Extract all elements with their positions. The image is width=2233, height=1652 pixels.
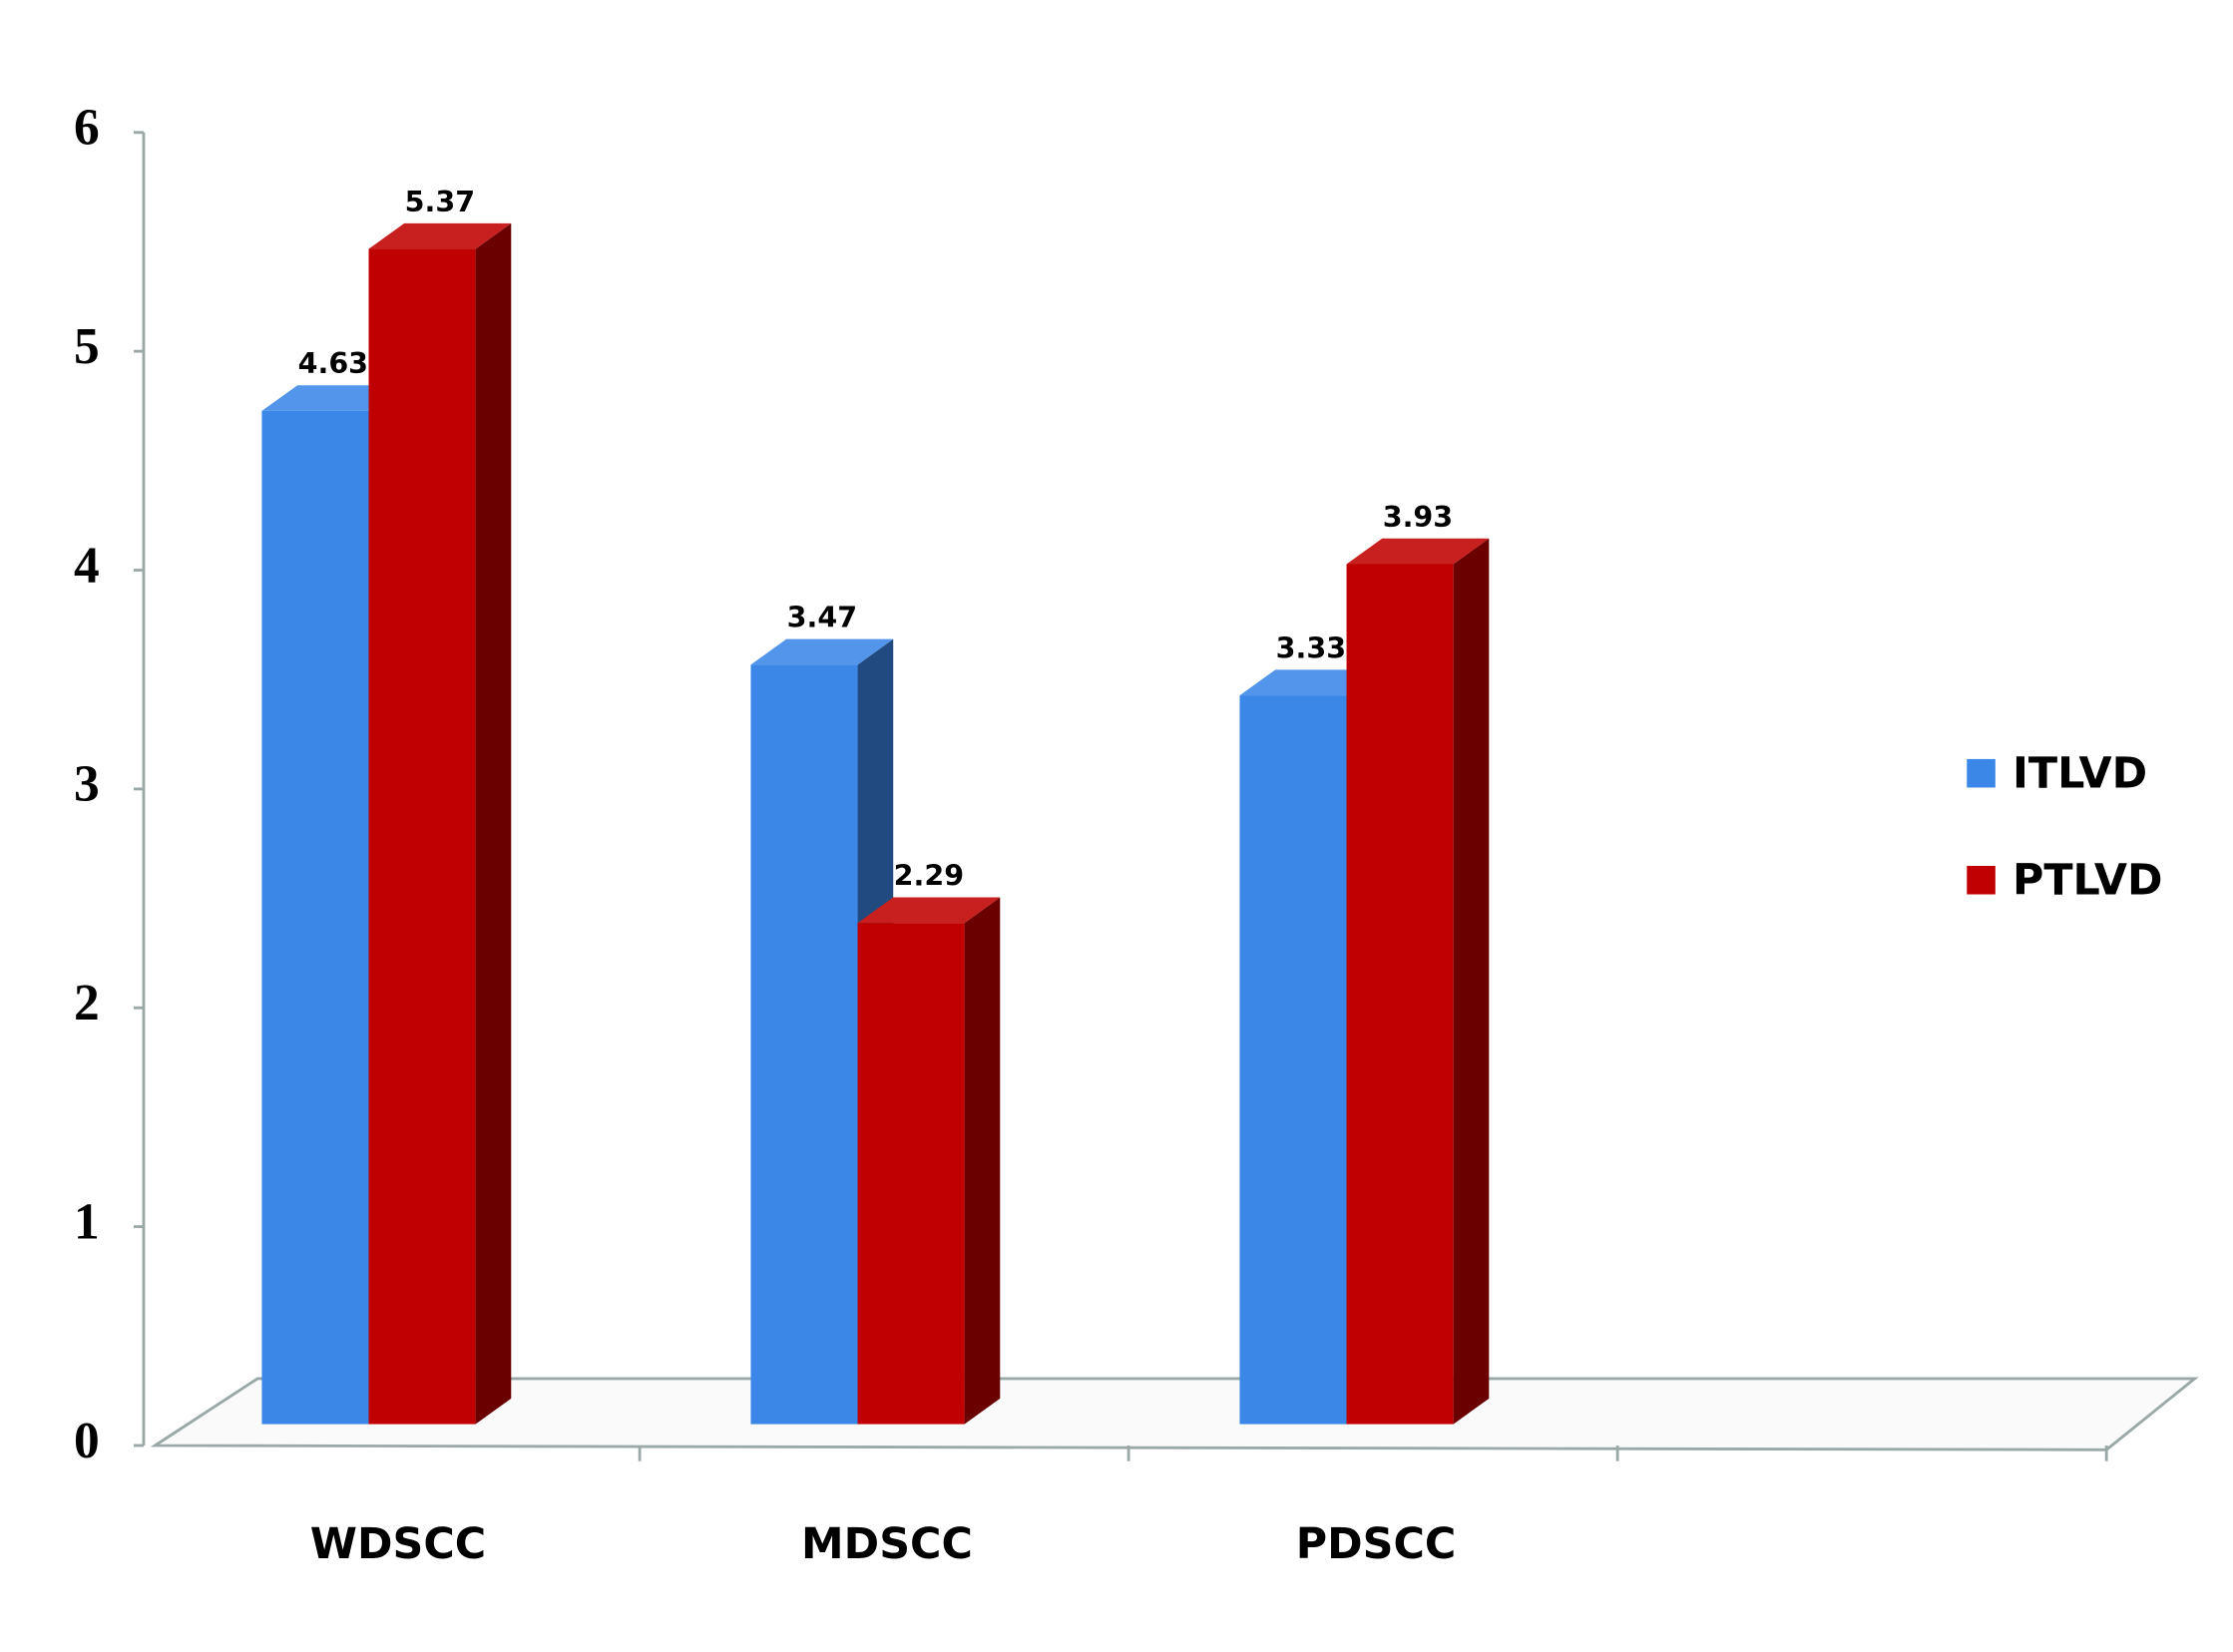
bar-top	[1346, 538, 1490, 565]
y-tick-label: 3	[74, 756, 100, 813]
value-label: 4.63	[298, 346, 368, 380]
bar-side	[964, 897, 1001, 1425]
x-tick-label: PDSCC	[1296, 1519, 1457, 1569]
x-tick-label: WDSCC	[310, 1519, 486, 1569]
y-tick-label: 1	[74, 1193, 100, 1250]
legend-swatch	[1967, 865, 1996, 895]
value-label: 2.29	[894, 859, 964, 893]
bar	[857, 923, 965, 1425]
value-label: 3.33	[1276, 630, 1346, 664]
bar-top	[750, 638, 894, 665]
bar	[1346, 564, 1454, 1425]
bar	[750, 664, 858, 1425]
bar-side	[475, 222, 512, 1425]
y-tick-label: 6	[74, 100, 100, 157]
bar	[368, 248, 476, 1425]
y-tick-label: 2	[74, 975, 100, 1032]
y-tick-label: 4	[74, 537, 100, 594]
bar	[1239, 695, 1347, 1425]
value-label: 5.37	[405, 185, 475, 218]
legend-label: ITLVD	[2012, 749, 2147, 799]
x-tick-label: MDSCC	[801, 1519, 973, 1569]
bar-side	[1453, 538, 1490, 1425]
y-tick-label: 0	[74, 1413, 100, 1469]
bar-top	[857, 897, 1001, 924]
bar-top	[368, 222, 512, 249]
y-tick-label: 5	[74, 318, 100, 375]
value-label: 3.93	[1383, 500, 1453, 534]
legend-swatch	[1967, 758, 1996, 788]
value-label: 3.47	[787, 601, 857, 634]
bar	[261, 410, 369, 1425]
floor	[150, 1377, 2199, 1451]
legend-label: PTLVD	[2012, 856, 2163, 906]
